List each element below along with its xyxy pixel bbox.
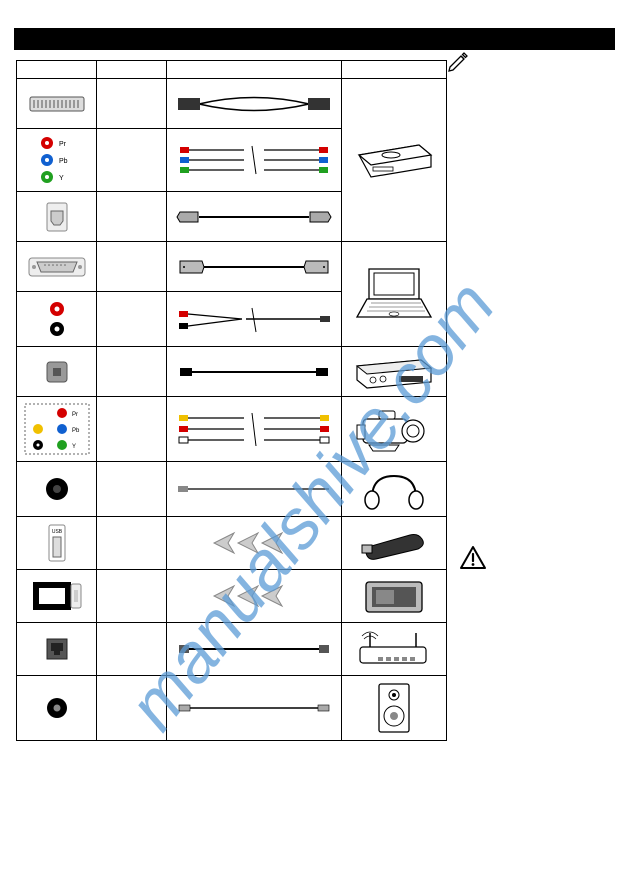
- device-ci-card: [342, 570, 447, 623]
- connector-scart: [17, 79, 97, 129]
- svg-text:Y: Y: [59, 175, 64, 182]
- type-cell: [97, 397, 167, 462]
- arrows-insert: [167, 517, 342, 570]
- connector-hdmi: [17, 192, 97, 242]
- svg-text:Pb: Pb: [59, 158, 68, 165]
- col-header: [97, 61, 167, 79]
- connector-lan: [17, 623, 97, 676]
- cable-headphone: [167, 462, 342, 517]
- connector-headphone: [17, 462, 97, 517]
- type-cell: [97, 242, 167, 292]
- cable-scart: [167, 79, 342, 129]
- type-cell: [97, 192, 167, 242]
- cable-optical: [167, 347, 342, 397]
- connector-component: Pr Pb Y: [17, 129, 97, 192]
- type-cell: [97, 347, 167, 397]
- arrows-insert: [167, 570, 342, 623]
- svg-text:Y: Y: [72, 444, 76, 450]
- type-cell: [97, 676, 167, 741]
- svg-text:Pr: Pr: [72, 412, 78, 418]
- cable-hdmi: [167, 192, 342, 242]
- connector-table: Pr Pb Y: [16, 60, 446, 741]
- connector-usb: USB: [17, 517, 97, 570]
- connector-coax: [17, 676, 97, 741]
- connector-ci-slot: [17, 570, 97, 623]
- type-cell: [97, 623, 167, 676]
- svg-text:Pb: Pb: [72, 428, 80, 434]
- table-header-row: [17, 61, 447, 79]
- device-router: [342, 623, 447, 676]
- connector-rca-audio: [17, 292, 97, 347]
- table-row: [17, 242, 447, 292]
- cable-component: [167, 129, 342, 192]
- table-row: [17, 623, 447, 676]
- type-cell: [97, 129, 167, 192]
- type-cell: [97, 570, 167, 623]
- table-row: [17, 676, 447, 741]
- device-speaker: [342, 676, 447, 741]
- type-cell: [97, 292, 167, 347]
- cable-lan: [167, 623, 342, 676]
- cable-av: [167, 397, 342, 462]
- header-bar: [14, 28, 615, 50]
- type-cell: [97, 79, 167, 129]
- table-row: [17, 570, 447, 623]
- device-headphones: [342, 462, 447, 517]
- device-dvd-player: [342, 79, 447, 242]
- svg-text:USB: USB: [51, 529, 62, 535]
- table-row: [17, 462, 447, 517]
- cable-coax: [167, 676, 342, 741]
- pencil-icon: [447, 50, 469, 72]
- type-cell: [97, 462, 167, 517]
- connector-optical: [17, 347, 97, 397]
- col-header: [17, 61, 97, 79]
- device-receiver: [342, 347, 447, 397]
- col-header: [167, 61, 342, 79]
- table-row: [17, 347, 447, 397]
- device-laptop: [342, 242, 447, 347]
- connector-av: Pr Pb Y: [17, 397, 97, 462]
- type-cell: [97, 517, 167, 570]
- connector-vga: [17, 242, 97, 292]
- cable-audio: [167, 292, 342, 347]
- device-camcorder: [342, 397, 447, 462]
- cable-vga: [167, 242, 342, 292]
- table-row: Pr Pb Y: [17, 397, 447, 462]
- table-row: USB: [17, 517, 447, 570]
- table-row: [17, 79, 447, 129]
- svg-text:Pr: Pr: [59, 141, 67, 148]
- device-usb-stick: [342, 517, 447, 570]
- col-header: [342, 61, 447, 79]
- warning-icon: [459, 544, 487, 572]
